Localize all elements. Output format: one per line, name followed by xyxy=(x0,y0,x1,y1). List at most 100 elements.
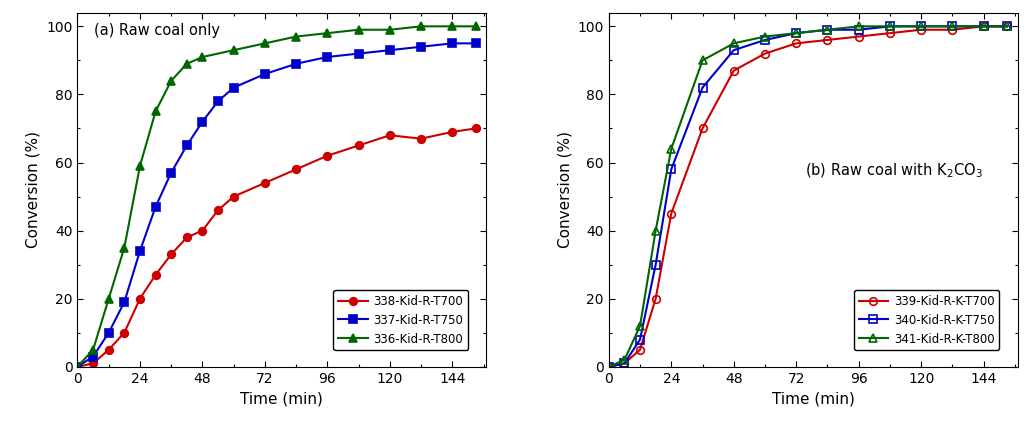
340-Kid-R-K-T750 xyxy=(727,47,740,53)
Line: 340-Kid-R-K-T750: 340-Kid-R-K-T750 xyxy=(605,22,1011,371)
336-Kid-R-T800 xyxy=(227,47,240,53)
338-Kid-R-T700 xyxy=(258,180,271,185)
338-Kid-R-T700 xyxy=(212,208,224,213)
340-Kid-R-K-T750 xyxy=(884,24,897,29)
340-Kid-R-K-T750 xyxy=(618,361,630,366)
338-Kid-R-T700 xyxy=(102,347,115,352)
340-Kid-R-K-T750 xyxy=(1001,24,1013,29)
341-Kid-R-K-T800 xyxy=(665,146,678,151)
339-Kid-R-K-T700 xyxy=(946,27,959,32)
340-Kid-R-K-T750 xyxy=(915,24,928,29)
341-Kid-R-K-T800 xyxy=(759,34,772,39)
336-Kid-R-T800 xyxy=(102,296,115,301)
336-Kid-R-T800 xyxy=(470,24,482,29)
341-Kid-R-K-T800 xyxy=(821,27,834,32)
339-Kid-R-K-T700 xyxy=(727,68,740,73)
336-Kid-R-T800 xyxy=(150,109,162,114)
340-Kid-R-K-T750 xyxy=(650,262,662,267)
338-Kid-R-T700 xyxy=(165,252,178,257)
337-Kid-R-T750 xyxy=(181,143,193,148)
338-Kid-R-T700 xyxy=(321,153,334,158)
336-Kid-R-T800 xyxy=(165,78,178,84)
339-Kid-R-K-T700 xyxy=(977,24,990,29)
Line: 338-Kid-R-T700: 338-Kid-R-T700 xyxy=(73,125,479,371)
338-Kid-R-T700 xyxy=(446,129,459,134)
Y-axis label: Conversion (%): Conversion (%) xyxy=(26,131,40,248)
341-Kid-R-K-T800 xyxy=(634,324,647,329)
338-Kid-R-T700 xyxy=(133,296,146,301)
337-Kid-R-T750 xyxy=(470,41,482,46)
337-Kid-R-T750 xyxy=(383,47,396,53)
336-Kid-R-T800 xyxy=(71,364,84,369)
337-Kid-R-T750 xyxy=(196,119,209,124)
339-Kid-R-K-T700 xyxy=(790,41,803,46)
336-Kid-R-T800 xyxy=(321,31,334,36)
338-Kid-R-T700 xyxy=(470,126,482,131)
337-Kid-R-T750 xyxy=(352,51,365,56)
336-Kid-R-T800 xyxy=(181,61,193,66)
339-Kid-R-K-T700 xyxy=(915,27,928,32)
338-Kid-R-T700 xyxy=(227,194,240,199)
341-Kid-R-K-T800 xyxy=(977,24,990,29)
340-Kid-R-K-T750 xyxy=(634,337,647,342)
337-Kid-R-T750 xyxy=(227,85,240,90)
338-Kid-R-T700 xyxy=(118,330,130,335)
338-Kid-R-T700 xyxy=(181,235,193,240)
336-Kid-R-T800 xyxy=(87,347,99,352)
339-Kid-R-K-T700 xyxy=(650,296,662,301)
Text: (a) Raw coal only: (a) Raw coal only xyxy=(94,23,220,38)
337-Kid-R-T750 xyxy=(321,54,334,59)
340-Kid-R-K-T750 xyxy=(977,24,990,29)
341-Kid-R-K-T800 xyxy=(852,24,865,29)
336-Kid-R-T800 xyxy=(290,34,303,39)
336-Kid-R-T800 xyxy=(446,24,459,29)
336-Kid-R-T800 xyxy=(258,41,271,46)
341-Kid-R-K-T800 xyxy=(618,357,630,363)
337-Kid-R-T750 xyxy=(118,299,130,304)
337-Kid-R-T750 xyxy=(446,41,459,46)
339-Kid-R-K-T700 xyxy=(759,51,772,56)
Line: 339-Kid-R-K-T700: 339-Kid-R-K-T700 xyxy=(605,22,1011,371)
339-Kid-R-K-T700 xyxy=(852,34,865,39)
336-Kid-R-T800 xyxy=(118,245,130,250)
337-Kid-R-T750 xyxy=(415,44,428,49)
338-Kid-R-T700 xyxy=(196,228,209,233)
340-Kid-R-K-T750 xyxy=(665,167,678,172)
336-Kid-R-T800 xyxy=(196,54,209,59)
Line: 336-Kid-R-T800: 336-Kid-R-T800 xyxy=(73,22,479,371)
338-Kid-R-T700 xyxy=(87,361,99,366)
336-Kid-R-T800 xyxy=(352,27,365,32)
Text: (b) Raw coal with K$_2$CO$_3$: (b) Raw coal with K$_2$CO$_3$ xyxy=(805,162,982,180)
340-Kid-R-K-T750 xyxy=(821,27,834,32)
337-Kid-R-T750 xyxy=(165,170,178,175)
339-Kid-R-K-T700 xyxy=(665,211,678,216)
338-Kid-R-T700 xyxy=(383,133,396,138)
Line: 341-Kid-R-K-T800: 341-Kid-R-K-T800 xyxy=(605,22,1011,371)
336-Kid-R-T800 xyxy=(383,27,396,32)
337-Kid-R-T750 xyxy=(71,364,84,369)
Legend: 338-Kid-R-T700, 337-Kid-R-T750, 336-Kid-R-T800: 338-Kid-R-T700, 337-Kid-R-T750, 336-Kid-… xyxy=(334,290,468,350)
339-Kid-R-K-T700 xyxy=(696,126,709,131)
337-Kid-R-T750 xyxy=(212,99,224,104)
Legend: 339-Kid-R-K-T700, 340-Kid-R-K-T750, 341-Kid-R-K-T800: 339-Kid-R-K-T700, 340-Kid-R-K-T750, 341-… xyxy=(854,290,999,350)
336-Kid-R-T800 xyxy=(415,24,428,29)
338-Kid-R-T700 xyxy=(352,143,365,148)
339-Kid-R-K-T700 xyxy=(618,361,630,366)
Y-axis label: Conversion (%): Conversion (%) xyxy=(557,131,572,248)
338-Kid-R-T700 xyxy=(150,272,162,277)
337-Kid-R-T750 xyxy=(133,248,146,254)
339-Kid-R-K-T700 xyxy=(821,37,834,42)
340-Kid-R-K-T750 xyxy=(602,364,615,369)
337-Kid-R-T750 xyxy=(290,61,303,66)
341-Kid-R-K-T800 xyxy=(946,24,959,29)
337-Kid-R-T750 xyxy=(87,354,99,359)
341-Kid-R-K-T800 xyxy=(727,41,740,46)
341-Kid-R-K-T800 xyxy=(1001,24,1013,29)
336-Kid-R-T800 xyxy=(133,163,146,168)
341-Kid-R-K-T800 xyxy=(884,24,897,29)
341-Kid-R-K-T800 xyxy=(915,24,928,29)
337-Kid-R-T750 xyxy=(258,72,271,77)
339-Kid-R-K-T700 xyxy=(602,364,615,369)
341-Kid-R-K-T800 xyxy=(790,31,803,36)
340-Kid-R-K-T750 xyxy=(852,27,865,32)
